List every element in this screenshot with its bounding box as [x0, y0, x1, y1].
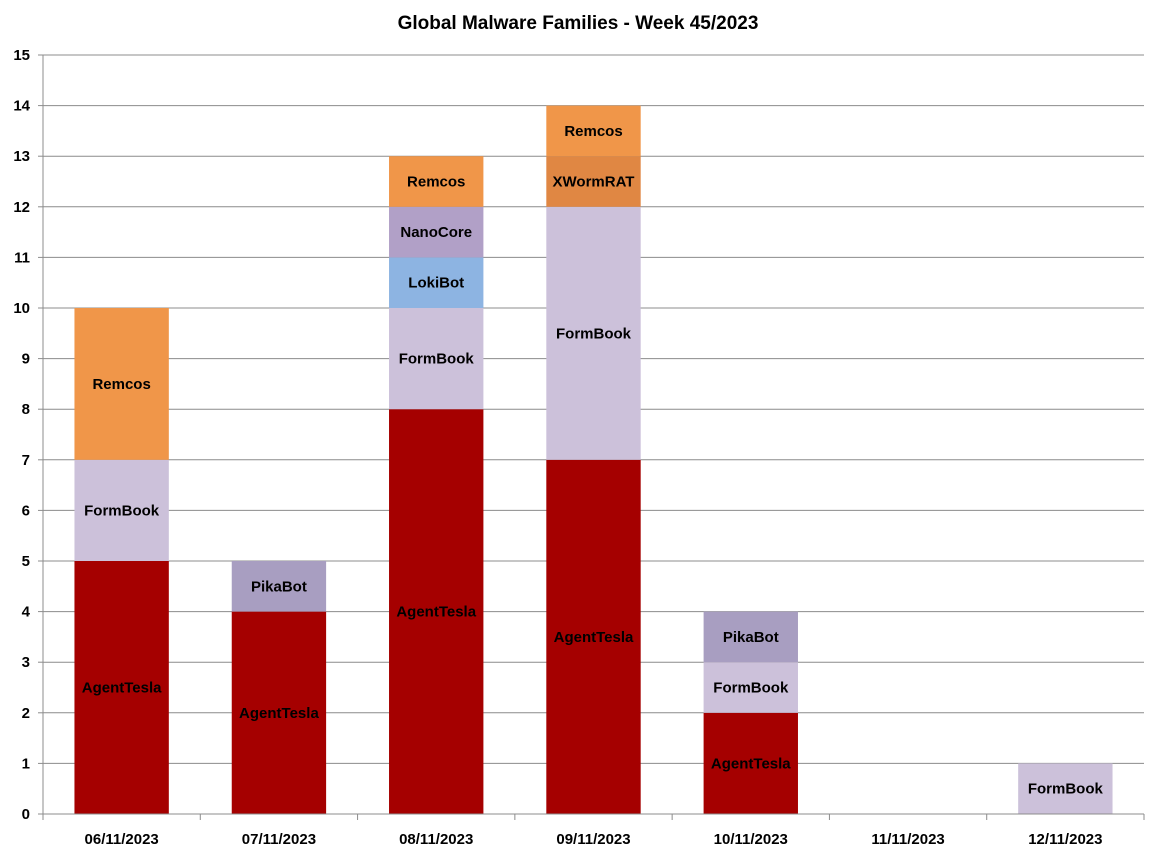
y-tick-label: 7 [22, 452, 30, 469]
y-tick-label: 1 [22, 755, 30, 772]
bar-segment-label: PikaBot [723, 629, 779, 646]
y-tick-label: 13 [13, 148, 30, 165]
bar-segment-label: XWormRAT [553, 174, 635, 191]
axes [42, 55, 1144, 815]
bar-segment-label: AgentTesla [239, 705, 319, 722]
bar-segment [389, 308, 484, 410]
bar-segment [231, 561, 327, 612]
bar-segment [546, 105, 641, 157]
y-tick-label: 4 [22, 604, 31, 621]
y-tick-label: 6 [22, 502, 30, 519]
bar-segment [74, 561, 169, 814]
bar-segment-label: AgentTesla [711, 755, 791, 772]
bar-segment [546, 156, 641, 207]
y-tick-label: 14 [13, 98, 30, 115]
bar-segment [389, 206, 484, 258]
x-tick-label: 10/11/2023 [714, 831, 788, 848]
y-tick-label: 3 [22, 654, 30, 671]
x-tick-label: 12/11/2023 [1028, 831, 1102, 848]
bar-segment-label: AgentTesla [396, 604, 476, 621]
chart-title: Global Malware Families - Week 45/2023 [398, 13, 759, 34]
bar-segment-label: FormBook [713, 680, 789, 697]
bar-segment [231, 611, 327, 814]
bar-segment-label: Remcos [564, 123, 622, 140]
bar-segment [389, 409, 484, 814]
bar-segment [546, 459, 641, 814]
y-tick-label: 9 [22, 351, 30, 368]
y-tick-label: 2 [22, 705, 30, 722]
bar-segment [389, 156, 484, 207]
bar-segment-label: FormBook [556, 325, 632, 342]
y-tick-label: 10 [13, 300, 30, 317]
bar-segment [389, 257, 484, 308]
bar-segment-label: AgentTesla [554, 629, 634, 646]
bar-segment [703, 611, 798, 663]
x-tick-label: 07/11/2023 [242, 831, 316, 848]
bar-segment [703, 712, 798, 814]
y-tick-label: 0 [22, 806, 30, 823]
x-tick-label: 11/11/2023 [871, 831, 944, 848]
bar-segment-label: FormBook [399, 351, 475, 368]
bar-segment [703, 662, 798, 713]
y-tick-label: 11 [14, 249, 30, 266]
bar-segment-label: NanoCore [400, 224, 472, 241]
bar-segment-label: AgentTesla [82, 680, 162, 697]
bar-segment [1018, 763, 1113, 814]
bar-segment [74, 459, 169, 561]
bar-segment-label: FormBook [84, 502, 160, 519]
bar-segment-label: Remcos [92, 376, 150, 393]
bar-segment-label: LokiBot [408, 275, 464, 292]
x-tick-label: 08/11/2023 [399, 831, 473, 848]
bar-segment [546, 206, 641, 460]
y-tick-label: 5 [22, 553, 30, 570]
bar-segment-label: Remcos [407, 174, 465, 191]
bars: AgentTesla FormBook Remcos AgentTesla PikaBo… [74, 105, 1113, 814]
y-tick-label: 12 [13, 199, 30, 216]
x-tick-label: 06/11/2023 [85, 831, 159, 848]
bar-segment-label: PikaBot [251, 578, 307, 595]
bar-segment-label: FormBook [1028, 781, 1104, 798]
bar-segment [74, 308, 169, 460]
y-tick-label: 15 [13, 47, 30, 64]
y-tick-label: 8 [22, 401, 30, 418]
x-tick-label: 09/11/2023 [556, 831, 630, 848]
x-axis-ticks: 06/11/2023 07/11/2023 08/11/2023 09/11/2023… [42, 814, 1145, 848]
